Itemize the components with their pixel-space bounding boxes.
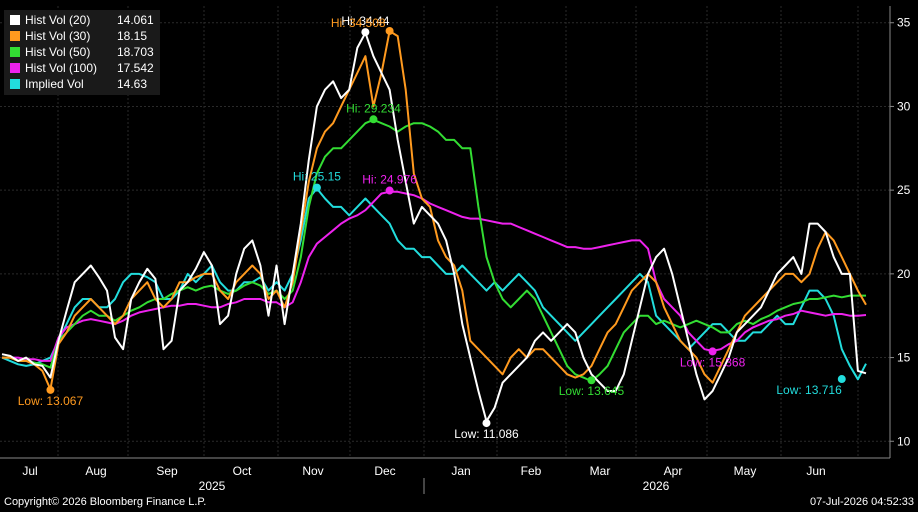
series-line-2 <box>2 118 866 382</box>
x-tick-label: Aug <box>85 464 106 478</box>
x-tick-label: Sep <box>156 464 178 478</box>
year-label: 2025 <box>199 479 226 493</box>
y-tick-label: 35 <box>897 16 911 30</box>
legend-swatch <box>10 63 20 73</box>
extreme-label: Low: 15.368 <box>680 355 746 369</box>
legend-item: Hist Vol (100) 17.542 <box>10 60 154 76</box>
series-line-3 <box>2 190 867 362</box>
year-label: 2026 <box>643 479 670 493</box>
x-tick-label: Feb <box>521 464 542 478</box>
timestamp-text: 07-Jul-2026 04:52:33 <box>810 496 914 508</box>
extreme-label: Low: 13.716 <box>776 383 842 397</box>
y-tick-label: 10 <box>897 434 911 448</box>
legend-series-name: Hist Vol (20) <box>25 13 91 27</box>
extreme-label: Hi: 34.44 <box>341 14 389 28</box>
legend-last-value: 14.061 <box>117 13 154 27</box>
x-tick-label: Jan <box>451 464 470 478</box>
legend-swatch <box>10 79 20 89</box>
legend-item: Hist Vol (30) 18.15 <box>10 28 154 44</box>
legend: Hist Vol (20) 14.061 Hist Vol (30) 18.15 His… <box>4 10 160 95</box>
legend-series-name: Implied Vol <box>25 77 84 91</box>
extreme-marker <box>482 419 491 428</box>
series-line-4 <box>1 187 867 381</box>
y-tick-label: 20 <box>897 267 911 281</box>
x-tick-label: Mar <box>590 464 611 478</box>
extreme-marker <box>385 186 394 195</box>
extreme-label: Hi: 29.234 <box>346 101 401 115</box>
legend-series-name: Hist Vol (30) <box>25 29 91 43</box>
legend-item: Hist Vol (20) 14.061 <box>10 12 154 28</box>
legend-series-name: Hist Vol (50) <box>25 45 91 59</box>
extreme-marker <box>361 28 370 37</box>
x-tick-label: Oct <box>233 464 252 478</box>
legend-item: Hist Vol (50) 18.703 <box>10 44 154 60</box>
extreme-marker <box>837 375 846 384</box>
legend-last-value: 18.15 <box>117 29 148 43</box>
extreme-marker <box>46 385 55 394</box>
series-lines <box>1 30 867 423</box>
extreme-label: Hi: 34.508 <box>331 16 386 30</box>
legend-series-name: Hist Vol (100) <box>25 61 98 75</box>
x-tick-label: Jun <box>806 464 825 478</box>
x-tick-label: May <box>734 464 757 478</box>
series-line-1 <box>2 30 867 391</box>
series-line-0 <box>1 31 867 423</box>
extreme-label: Low: 13.067 <box>18 394 84 408</box>
extreme-label: Low: 13.645 <box>559 384 625 398</box>
legend-swatch <box>10 47 20 57</box>
extreme-marker <box>708 347 717 356</box>
x-tick-label: Dec <box>374 464 395 478</box>
x-tick-label: Nov <box>302 464 323 478</box>
legend-last-value: 17.542 <box>117 61 154 75</box>
copyright-text: Copyright© 2026 Bloomberg Finance L.P. <box>4 496 207 508</box>
y-tick-label: 15 <box>897 351 911 365</box>
x-tick-label: Apr <box>664 464 683 478</box>
extreme-marker <box>587 376 596 385</box>
extreme-marker <box>385 26 394 35</box>
extreme-label: Hi: 25.15 <box>293 170 341 184</box>
x-tick-label: Jul <box>22 464 37 478</box>
legend-last-value: 18.703 <box>117 45 154 59</box>
extreme-label: Hi: 24.976 <box>362 173 417 187</box>
legend-swatch <box>10 15 20 25</box>
legend-swatch <box>10 31 20 41</box>
legend-item: Implied Vol 14.63 <box>10 76 154 92</box>
extreme-marker <box>369 115 378 124</box>
extreme-marker <box>312 183 321 192</box>
legend-last-value: 14.63 <box>117 77 148 91</box>
y-tick-label: 30 <box>897 99 911 113</box>
y-tick-label: 25 <box>897 183 911 197</box>
extreme-label: Low: 11.086 <box>454 427 519 441</box>
